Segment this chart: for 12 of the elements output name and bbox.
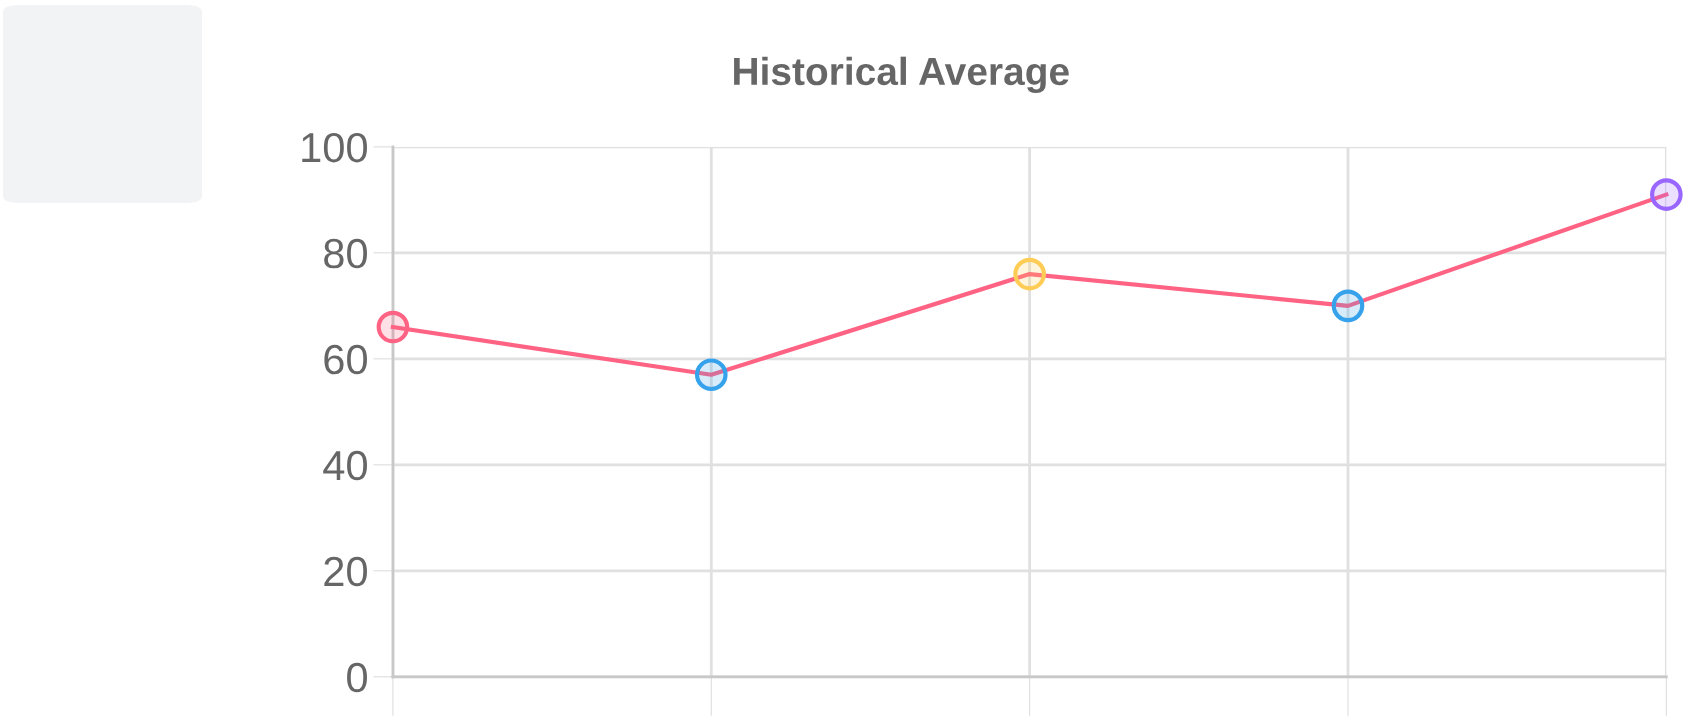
- point: [694, 358, 728, 392]
- point: [1013, 257, 1046, 291]
- chart-title: Historical Average: [734, 56, 1069, 94]
- y-tick-label: 60: [324, 344, 367, 375]
- y-tick-label: 40: [323, 450, 367, 481]
- point: [1331, 289, 1365, 323]
- y-tick-label: 0: [347, 662, 367, 693]
- point: [376, 310, 410, 344]
- y-tick-label: 80: [324, 238, 367, 269]
- y-tick-label: 20: [324, 556, 367, 587]
- point: [1650, 178, 1683, 211]
- y-tick-label: 100: [302, 132, 367, 163]
